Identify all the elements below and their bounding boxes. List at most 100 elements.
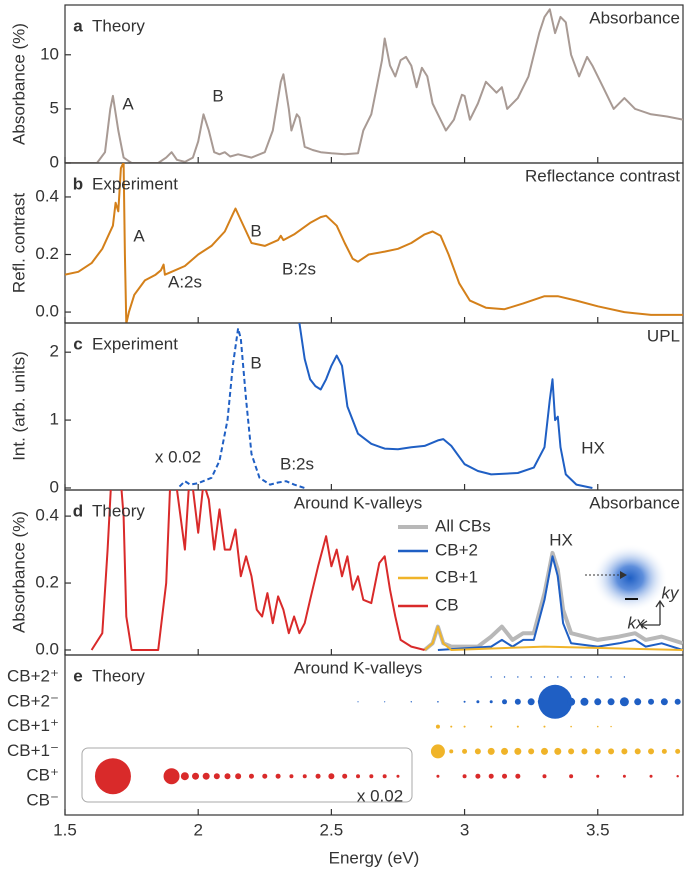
bubble — [674, 698, 681, 705]
bubble — [436, 774, 440, 778]
bubble — [648, 698, 655, 705]
bubble — [622, 774, 626, 778]
bubble — [514, 698, 521, 705]
series-line — [298, 323, 593, 489]
bubble — [275, 773, 281, 779]
corner-label: Reflectance contrast — [525, 166, 680, 185]
panel-title: Theory — [92, 666, 145, 685]
y-tick-label: 10 — [40, 44, 59, 63]
bubble — [581, 748, 588, 755]
y-tick-label: 0.0 — [35, 302, 59, 321]
bubble — [608, 748, 615, 755]
series-line — [178, 327, 306, 489]
y-tick-label: 0.4 — [35, 506, 59, 525]
bubble — [515, 773, 521, 779]
bubble — [490, 725, 493, 728]
bubble — [202, 772, 210, 780]
bubble — [543, 725, 546, 728]
legend-label: CB — [435, 595, 459, 614]
corner-label: UPL — [647, 326, 680, 345]
x-tick-label: 2.5 — [320, 820, 344, 839]
bubble — [660, 698, 668, 706]
bubble — [450, 725, 453, 728]
bubble — [474, 748, 481, 755]
series-line — [423, 550, 683, 652]
annotation: A — [133, 226, 145, 245]
bubble — [610, 725, 612, 728]
bubble — [554, 747, 562, 755]
bubble — [449, 749, 454, 754]
series-line — [423, 625, 683, 651]
y-axis-title: Refl. contrast — [9, 193, 28, 293]
panel-letter: b — [73, 174, 83, 193]
series-line — [437, 555, 683, 651]
bubble — [516, 725, 519, 728]
y-axis-title: Absorbance (%) — [9, 23, 28, 145]
bubble — [676, 775, 679, 778]
inset-label: ky — [662, 583, 681, 602]
bubble — [648, 748, 655, 755]
bubble — [596, 725, 599, 728]
bubble — [315, 773, 321, 779]
bubble — [568, 748, 575, 755]
bubble — [675, 748, 681, 754]
arrowhead — [620, 571, 627, 579]
annotation: B — [250, 221, 261, 240]
bubble — [94, 758, 131, 795]
row-label: CB+2⁺ — [7, 666, 59, 685]
row-label: CB+1⁻ — [7, 741, 59, 760]
x-tick-label: 1.5 — [53, 820, 77, 839]
bubble — [530, 676, 532, 678]
bubble — [661, 748, 667, 754]
row-label: CB+1⁺ — [7, 716, 59, 735]
legend-label: CB+1 — [435, 567, 478, 586]
bubble — [538, 684, 573, 719]
bubble — [569, 774, 574, 779]
x-tick-label: 3 — [460, 820, 469, 839]
bubble — [475, 773, 481, 779]
y-tick-label: 1 — [50, 410, 59, 429]
bubble — [503, 676, 506, 678]
bubble — [623, 676, 626, 678]
annotation: A — [122, 94, 134, 113]
bubble — [502, 773, 508, 779]
panel-title: Theory — [92, 501, 145, 520]
y-tick-label: 0 — [50, 152, 59, 171]
bubble — [502, 699, 508, 705]
bubble — [396, 774, 400, 778]
legend-label: All CBs — [435, 516, 491, 535]
bubble — [543, 676, 546, 678]
bubble — [517, 676, 519, 678]
bubble — [487, 747, 495, 755]
bubble — [289, 774, 294, 779]
annotation: x 0.02 — [357, 786, 403, 805]
y-tick-label: 2 — [50, 342, 59, 361]
plot-area — [65, 8, 683, 163]
panel-frame — [64, 654, 684, 816]
legend-label: CB+2 — [435, 540, 478, 559]
bubble — [527, 698, 535, 706]
bubble — [356, 774, 361, 779]
bubble — [463, 725, 466, 728]
bubble — [462, 748, 468, 754]
panel-subtitle: Around K-valleys — [294, 493, 423, 512]
annotation: x 0.02 — [155, 447, 201, 466]
panel-title: Theory — [92, 16, 145, 35]
bubble — [501, 747, 509, 755]
bubble — [570, 676, 572, 678]
bubble — [437, 701, 439, 703]
bubble — [607, 698, 615, 706]
bubble — [621, 748, 628, 755]
bubble — [262, 773, 268, 779]
bubble — [557, 676, 559, 678]
bubble — [570, 725, 572, 728]
bubble — [224, 773, 231, 780]
panel-title: Experiment — [92, 174, 178, 193]
bubble — [357, 701, 359, 703]
series-line — [65, 163, 683, 323]
bubble — [476, 700, 480, 704]
bubble — [342, 773, 348, 779]
y-axis-title: Absorbance (%) — [9, 511, 28, 633]
inset-label: kx — [628, 613, 646, 632]
bubble — [610, 676, 612, 678]
